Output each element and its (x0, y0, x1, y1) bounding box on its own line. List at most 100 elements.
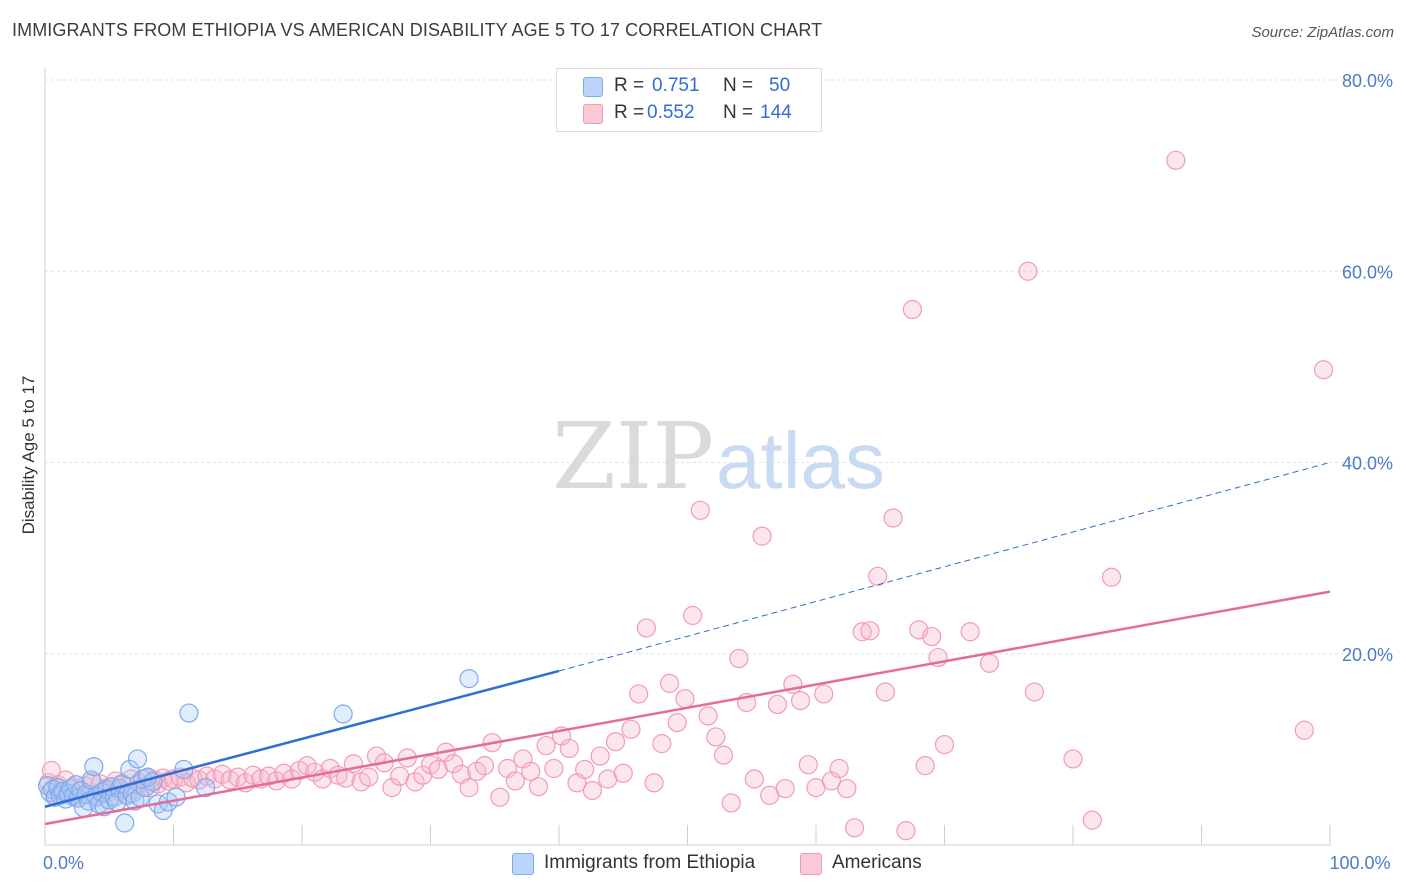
americans-point (544, 758, 564, 779)
americans-point (1063, 749, 1083, 769)
americans-point (621, 719, 641, 739)
ethiopia-point (84, 756, 104, 777)
americans-point (902, 299, 922, 320)
americans-point (605, 732, 626, 752)
americans-point (979, 653, 1000, 673)
americans-point (636, 618, 656, 638)
americans-point (41, 760, 62, 781)
americans-point (652, 734, 672, 754)
ethiopia-point (127, 749, 148, 769)
ethiopia-point (120, 759, 140, 780)
legend-n-value: 50 (769, 75, 791, 96)
bottom-legend-label-ethiopia: Immigrants from Ethiopia (544, 852, 756, 873)
americans-point (690, 500, 710, 520)
americans-point (752, 526, 772, 546)
americans-point (698, 706, 718, 726)
y-axis-title: Disability Age 5 to 17 (19, 376, 38, 535)
ethiopia-point (179, 703, 199, 723)
americans-point (459, 778, 479, 798)
x-tick-label: 0.0% (43, 853, 84, 873)
ethiopia-point (333, 704, 353, 724)
americans-trend-line (44, 590, 1331, 826)
americans-point (896, 821, 916, 841)
americans-point (1166, 150, 1186, 170)
americans-point (721, 793, 741, 813)
americans-point (744, 769, 764, 789)
legend-n-value: 144 (760, 102, 792, 123)
y-tick-label: 60.0% (1342, 262, 1393, 282)
bottom-legend-swatch-ethiopia (512, 853, 534, 875)
ethiopia-point (196, 778, 216, 798)
bottom-legend-label-americans: Americans (832, 852, 922, 873)
americans-point (212, 764, 232, 784)
y-tick-label: 40.0% (1342, 454, 1393, 474)
ethiopia-trend-line (44, 669, 560, 808)
americans-point (844, 818, 865, 838)
americans-point (875, 682, 895, 702)
americans-point (852, 622, 872, 642)
watermark-atlas: atlas (716, 416, 885, 505)
axes (44, 68, 1331, 846)
americans-point (1024, 682, 1045, 702)
americans-point (582, 780, 603, 801)
americans-point (444, 754, 464, 774)
americans-point (1101, 567, 1122, 587)
americans-point (536, 735, 556, 756)
legend-r-value: 0.751 (652, 75, 700, 96)
americans-point (297, 756, 317, 776)
americans-point (767, 694, 788, 715)
americans-point (1313, 360, 1334, 380)
legend-r-value: 0.552 (647, 102, 695, 123)
americans-point (521, 761, 541, 781)
legend-n-label: N = (723, 102, 754, 123)
watermark-zip: ZIP (552, 403, 714, 510)
americans-point (1018, 261, 1038, 281)
y-tick-label: 20.0% (1342, 645, 1393, 665)
americans-point (775, 778, 795, 799)
americans-point (934, 734, 955, 755)
americans-point (790, 691, 811, 711)
americans-point (659, 673, 680, 693)
americans-point (644, 773, 664, 793)
legend-r-label: R = (614, 75, 645, 96)
americans-point (713, 745, 734, 765)
americans-point (405, 772, 425, 792)
gridlines (45, 79, 1392, 655)
legend-n-label: N = (723, 75, 754, 96)
americans-point (829, 758, 849, 779)
trend-lines (44, 462, 1331, 826)
americans-point (860, 621, 880, 641)
americans-point (798, 755, 818, 775)
americans-point (590, 746, 610, 766)
stats-legend: R = 0.751 N = 50 R = 0.552 N = 144 (556, 68, 822, 132)
americans-point (220, 770, 240, 790)
americans-point (228, 767, 248, 787)
americans-point (922, 626, 942, 647)
americans-point (382, 778, 402, 798)
americans-point (274, 763, 294, 783)
americans-point (729, 648, 749, 669)
americans-point (868, 566, 888, 586)
bottom-legend-swatch-americans (800, 853, 822, 875)
americans-point (528, 777, 549, 797)
americans-point (675, 689, 695, 709)
americans-point (915, 756, 935, 776)
americans-point (837, 778, 857, 799)
americans-point (883, 508, 903, 528)
legend-swatch-ethiopia (583, 77, 603, 97)
ethiopia-trend-extension (558, 462, 1331, 672)
legend-swatch-americans (583, 104, 603, 124)
legend-r-label: R = (614, 102, 645, 123)
ethiopia-point (115, 813, 135, 833)
ethiopia-point (125, 791, 145, 811)
americans-point (1082, 810, 1102, 830)
americans-point (467, 761, 487, 781)
americans-point (683, 605, 703, 626)
tick-labels: 20.0% 40.0% 60.0% 80.0% 0.0% 100.0% (43, 71, 1393, 873)
americans-point (814, 684, 834, 704)
chart-title: IMMIGRANTS FROM ETHIOPIA VS AMERICAN DIS… (12, 20, 823, 40)
americans-point (960, 622, 980, 642)
americans-point (613, 763, 633, 783)
americans-point (1294, 720, 1314, 740)
